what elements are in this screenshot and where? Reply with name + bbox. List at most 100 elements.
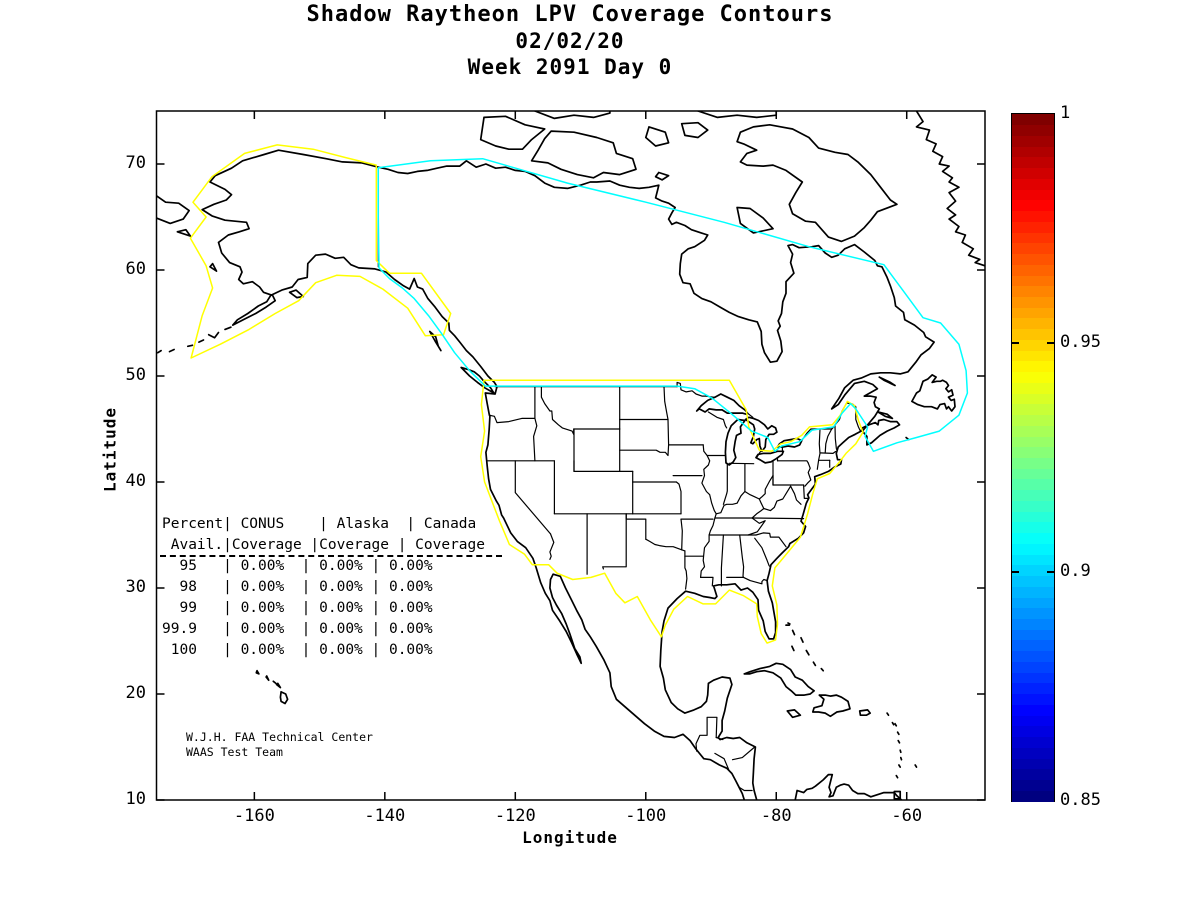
x-tick-label: -120 [494, 806, 536, 826]
colorbar-band [1012, 328, 1054, 340]
map-path [667, 418, 704, 446]
map-path [255, 669, 260, 675]
map-path [619, 444, 670, 457]
map-path [288, 289, 305, 299]
colorbar-band [1012, 446, 1054, 458]
y-tick-label: 70 [125, 153, 146, 173]
colorbar-band [1012, 564, 1054, 577]
map-path [746, 412, 754, 418]
colorbar-band [1012, 607, 1054, 620]
coastlines-layer [156, 111, 985, 800]
map-path [738, 786, 753, 792]
map-path [460, 366, 495, 394]
colorbar [1011, 113, 1055, 802]
x-tick-label: -80 [760, 806, 792, 826]
colorbar-band [1012, 124, 1054, 136]
axes-layer [155, 110, 986, 801]
map-path [805, 649, 810, 656]
colorbar-band [1012, 232, 1054, 244]
map-path [695, 393, 749, 416]
colorbar-tick-label: 0.9 [1060, 561, 1091, 581]
colorbar-band [1012, 790, 1054, 802]
colorbar-band [1012, 339, 1054, 351]
map-path [747, 517, 766, 536]
colorbar-band [1012, 403, 1054, 416]
map-path [530, 130, 637, 179]
colorbar-tick [1047, 342, 1054, 344]
colorbar-band [1012, 350, 1054, 362]
map-path [726, 576, 768, 585]
map-path [790, 485, 802, 505]
map-path [811, 694, 851, 718]
map-path [755, 450, 785, 464]
coverage-table: Percent| CONUS | Alaska | Canada Avail.|… [162, 516, 486, 658]
map-path [894, 722, 898, 727]
colorbar-band [1012, 758, 1054, 770]
colorbar-band [1012, 296, 1054, 308]
map-path [722, 463, 728, 505]
map-path [275, 682, 282, 689]
map-path [209, 262, 218, 272]
colorbar-band [1012, 672, 1054, 684]
colorbar-band [1012, 489, 1054, 501]
map-path [755, 450, 762, 459]
x-tick-label: -140 [364, 806, 406, 826]
map-path [156, 349, 162, 354]
map-path [265, 675, 270, 682]
plot-title-block: Shadow Raytheon LPV Coverage Contours 02… [0, 2, 1140, 80]
map-path [514, 460, 552, 535]
map-path [754, 537, 771, 568]
map-path [602, 513, 627, 570]
map-path [791, 645, 795, 652]
map-path [819, 450, 837, 454]
map-path [791, 629, 796, 636]
map-path [834, 425, 838, 450]
map-path [176, 228, 192, 237]
map-path [684, 550, 688, 590]
colorbar-band [1012, 264, 1054, 276]
y-tick-label: 40 [125, 471, 146, 491]
colorbar-band [1012, 586, 1054, 598]
colorbar-band [1012, 199, 1054, 212]
map-path [891, 721, 895, 726]
map-path [911, 374, 956, 412]
colorbar-band [1012, 478, 1054, 491]
map-path [272, 680, 277, 685]
colorbar-band [1012, 521, 1054, 534]
map-path [858, 709, 872, 717]
colorbar-band [1012, 178, 1054, 190]
colorbar-tick [1012, 342, 1019, 344]
map-path [663, 386, 669, 421]
x-tick-label: -160 [233, 806, 275, 826]
y-tick-label: 30 [125, 577, 146, 597]
x-tick-label: -100 [625, 806, 667, 826]
colorbar-band [1012, 371, 1054, 383]
plot-title: Shadow Raytheon LPV Coverage Contours [306, 2, 834, 27]
map-path [763, 485, 792, 512]
map-path [812, 661, 817, 667]
map-path [534, 111, 611, 120]
colorbar-band [1012, 650, 1054, 662]
colorbar-band [1012, 275, 1054, 287]
colorbar-band [1012, 242, 1054, 255]
x-axis-label: Longitude [522, 828, 618, 847]
map-path [707, 411, 728, 429]
colorbar-band [1012, 360, 1054, 373]
map-path [644, 126, 670, 147]
colorbar-band [1012, 393, 1054, 405]
colorbar-band [1012, 135, 1054, 147]
map-path [895, 774, 899, 779]
colorbar-band [1012, 779, 1054, 791]
map-path [739, 534, 745, 578]
map-path [201, 149, 746, 800]
map-path [786, 709, 802, 719]
map-path [654, 171, 670, 181]
map-path [914, 764, 918, 768]
map-layers [156, 111, 985, 800]
colorbar-tick [1012, 571, 1019, 573]
colorbar-band [1012, 682, 1054, 695]
coverage-table-separator [160, 555, 502, 557]
map-path [824, 428, 833, 454]
